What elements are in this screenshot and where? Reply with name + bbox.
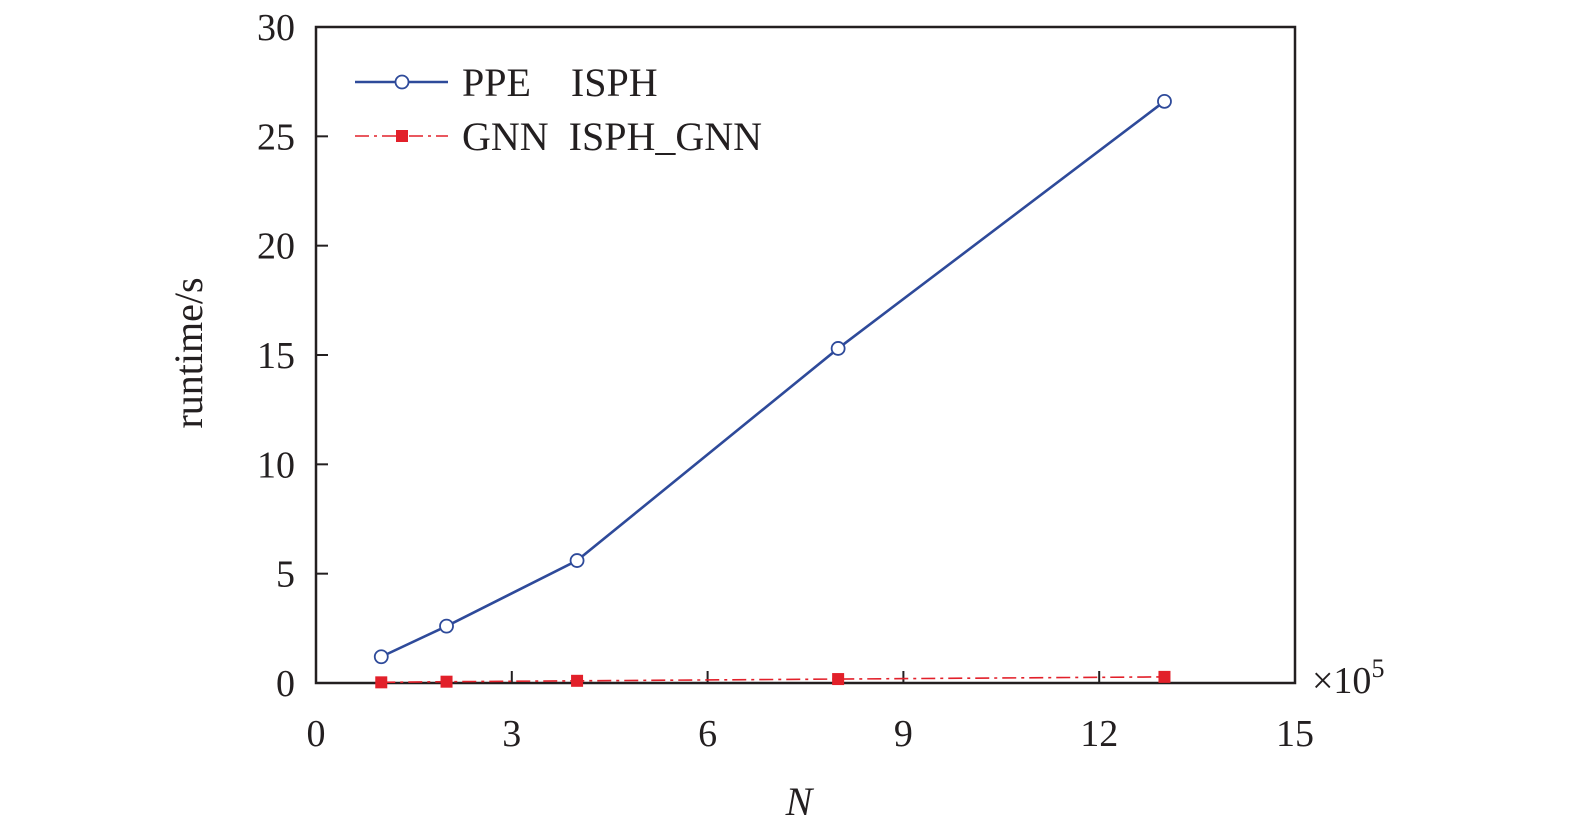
y-tick-label: 30 xyxy=(257,7,295,49)
y-tick-label: 20 xyxy=(257,226,295,268)
data-point xyxy=(1157,93,1172,109)
legend-marker xyxy=(394,74,410,90)
legend-entry-1: GNN ISPH_GNN xyxy=(355,114,762,159)
x-tick-label: 12 xyxy=(1080,713,1118,755)
x-axis-title: N xyxy=(785,779,815,824)
data-point xyxy=(571,674,584,687)
x-axis-ticks: 0 3 6 9 12 15 xyxy=(307,671,1314,755)
series-layer xyxy=(373,93,1172,689)
data-point xyxy=(440,675,453,688)
y-tick-label: 15 xyxy=(257,335,295,377)
data-point xyxy=(830,341,846,356)
series-1 xyxy=(375,670,1171,689)
y-axis-title: runtime/s xyxy=(166,277,211,428)
y-tick-label: 10 xyxy=(257,444,295,486)
x-axis-multiplier: ×105 xyxy=(1312,654,1384,702)
data-point xyxy=(832,673,845,686)
data-point xyxy=(439,618,454,634)
y-tick-label: 5 xyxy=(276,554,295,596)
data-point xyxy=(569,553,585,568)
series-line xyxy=(381,676,1165,684)
x-axis-multiplier-exponent: 5 xyxy=(1371,654,1384,683)
x-tick-label: 6 xyxy=(698,713,717,755)
legend-entry-0: PPE ISPH xyxy=(355,60,658,105)
data-point xyxy=(373,649,389,665)
legend-marker xyxy=(396,130,408,142)
x-tick-label: 3 xyxy=(502,713,521,755)
data-point xyxy=(1158,670,1171,683)
data-point xyxy=(375,676,388,689)
y-axis-ticks: 0 5 10 15 20 25 30 xyxy=(257,7,328,705)
x-tick-label: 15 xyxy=(1276,713,1314,755)
legend-label: PPE ISPH xyxy=(462,60,658,105)
y-tick-label: 25 xyxy=(257,116,295,158)
x-tick-label: 0 xyxy=(307,713,326,755)
legend-label: GNN ISPH_GNN xyxy=(462,114,762,159)
series-line xyxy=(380,100,1166,658)
x-tick-label: 9 xyxy=(894,713,913,755)
y-tick-label: 0 xyxy=(276,663,295,705)
series-0 xyxy=(373,93,1172,665)
legend: PPE ISPH GNN ISPH_GNN xyxy=(355,60,762,159)
x-axis-multiplier-base: ×10 xyxy=(1312,660,1371,702)
